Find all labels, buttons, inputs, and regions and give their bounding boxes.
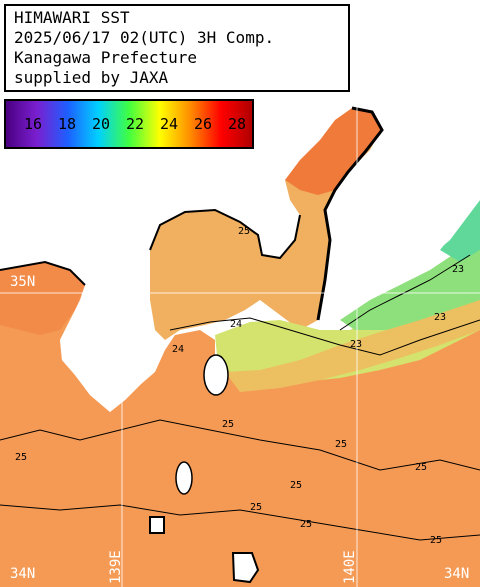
contour-label: 24 <box>230 319 242 330</box>
legend-tick-label: 28 <box>228 115 247 133</box>
lon-label-139: 139E <box>108 550 124 584</box>
title-box: HIMAWARI SST 2025/06/17 02(UTC) 3H Comp.… <box>4 4 350 92</box>
island-toshima <box>175 461 193 495</box>
legend-tick-label: 18 <box>58 115 77 133</box>
contour-label: 25 <box>238 226 250 237</box>
contour-label: 25 <box>300 519 312 530</box>
lat-label-34-right: 34N <box>444 566 470 582</box>
land-izu <box>60 290 150 412</box>
island-oshima <box>203 354 229 396</box>
contour-label: 25 <box>430 535 442 546</box>
contour-label: 24 <box>172 344 184 355</box>
title-line: 2025/06/17 02(UTC) 3H Comp. <box>14 28 275 47</box>
contour-label: 23 <box>452 264 464 275</box>
contour-label: 23 <box>434 312 446 323</box>
legend-tick-label: 16 <box>24 115 43 133</box>
contour-labels: 25 23 23 24 24 23 25 25 25 25 25 25 25 2… <box>15 226 464 546</box>
contour-label: 25 <box>415 462 427 473</box>
contour-label: 23 <box>350 339 362 350</box>
sea-area-hot-north <box>285 108 382 195</box>
legend-gradient <box>6 101 252 147</box>
contour-label: 25 <box>222 419 234 430</box>
title-line: HIMAWARI SST <box>14 8 130 27</box>
legend-tick-label: 22 <box>126 115 145 133</box>
land-boso <box>330 95 480 310</box>
coastline-west <box>0 208 301 286</box>
lat-label-34-left: 34N <box>10 566 36 582</box>
title-line: Kanagawa Prefecture <box>14 48 198 67</box>
contour-label: 25 <box>335 439 347 450</box>
sea-area-mid <box>225 300 480 392</box>
island-niijima <box>149 516 165 534</box>
lat-label-35: 35N <box>10 274 36 290</box>
legend-tick-label: 26 <box>194 115 213 133</box>
contour-label: 25 <box>290 480 302 491</box>
legend-tick-label: 20 <box>92 115 111 133</box>
island-kozu <box>231 552 260 584</box>
title-line: supplied by JAXA <box>14 68 169 87</box>
contour-line-24 <box>169 317 480 356</box>
sea-area-hot-west <box>0 262 85 335</box>
sea-area-coldest <box>440 200 480 262</box>
lon-label-140: 140E <box>342 550 358 584</box>
contour-label: 25 <box>250 502 262 513</box>
contour-label: 25 <box>15 452 27 463</box>
legend-tick-label: 24 <box>160 115 179 133</box>
legend-ticks: 16 18 20 22 24 26 28 <box>24 115 252 133</box>
contour-line-25b <box>0 504 480 541</box>
color-legend: 16 18 20 22 24 26 28 <box>4 99 254 149</box>
coastline <box>316 106 384 321</box>
contour-line-25 <box>0 419 480 471</box>
contour-line-23 <box>339 254 471 331</box>
